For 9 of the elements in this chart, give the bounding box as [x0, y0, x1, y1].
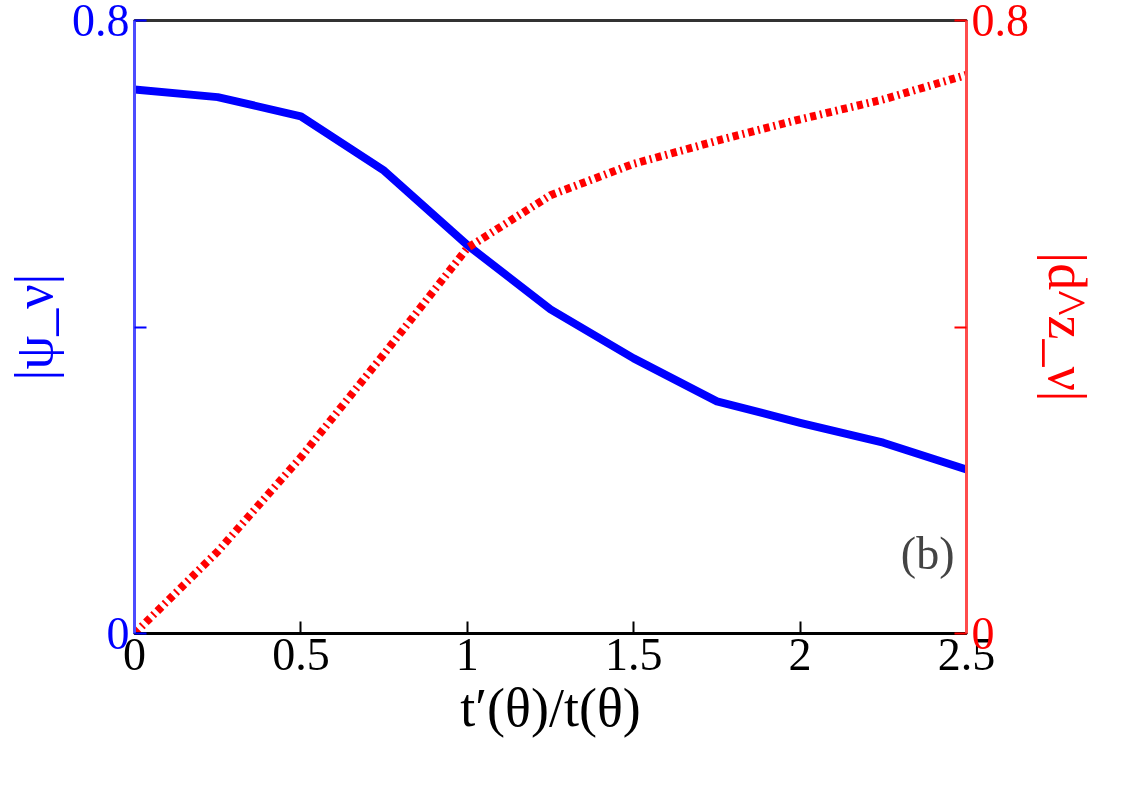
x-tick-label: 1	[455, 628, 479, 680]
x-axis-title: t′(θ)/t(θ)	[460, 677, 641, 738]
y2-tick-label: 0.8	[971, 0, 1029, 46]
x-tick-label: 2	[788, 628, 812, 680]
y-axis-title: |ψ_ν|	[4, 273, 64, 381]
x-tick-label: 0.5	[272, 628, 330, 680]
y2-axis-title: |d^z_ν|	[1037, 252, 1097, 402]
x-tick-label: 1.5	[604, 628, 663, 680]
annotation: (b)	[900, 527, 955, 579]
